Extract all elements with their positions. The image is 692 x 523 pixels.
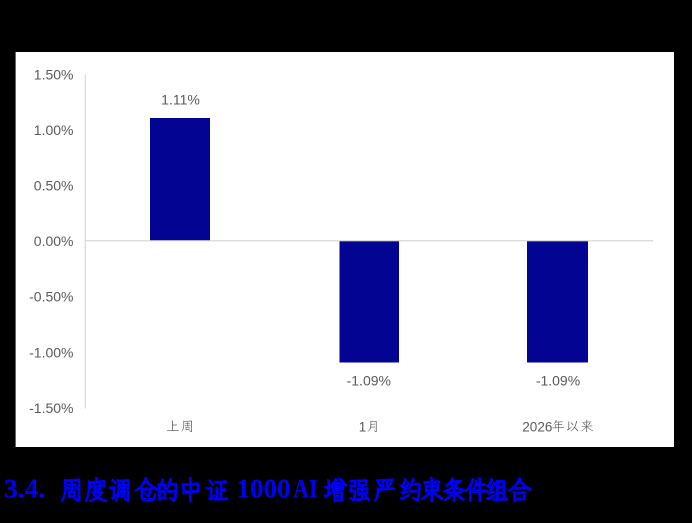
svg-text:1: 1 xyxy=(359,419,367,434)
svg-text:0.00%: 0.00% xyxy=(34,233,74,249)
svg-text:0.50%: 0.50% xyxy=(34,178,74,194)
svg-text:-1.50%: -1.50% xyxy=(29,400,73,416)
svg-text:AI: AI xyxy=(293,474,317,504)
svg-text:1.50%: 1.50% xyxy=(34,66,74,82)
svg-text:1000: 1000 xyxy=(237,474,291,504)
svg-text:1.00%: 1.00% xyxy=(34,122,74,138)
svg-text:-1.00%: -1.00% xyxy=(29,344,73,360)
svg-text:3.4.: 3.4. xyxy=(4,473,45,504)
svg-text:-1.09%: -1.09% xyxy=(347,372,391,388)
svg-text:-0.50%: -0.50% xyxy=(29,289,73,305)
svg-text:2026: 2026 xyxy=(522,419,552,434)
svg-text:-1.09%: -1.09% xyxy=(536,372,580,388)
svg-text:1.11%: 1.11% xyxy=(161,92,200,108)
